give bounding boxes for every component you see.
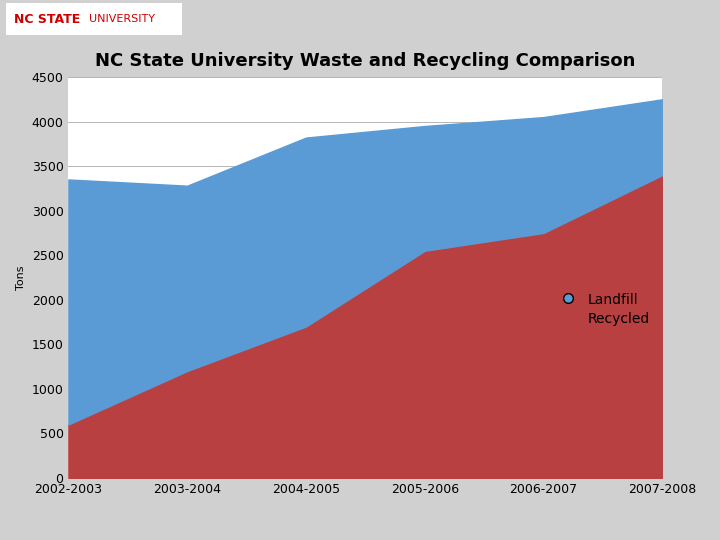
Legend: Landfill, Recycled: Landfill, Recycled: [554, 287, 655, 332]
Text: NC STATE: NC STATE: [14, 13, 81, 26]
Y-axis label: Tons: Tons: [16, 265, 26, 289]
Title: NC State University Waste and Recycling Comparison: NC State University Waste and Recycling …: [95, 52, 636, 70]
Bar: [6, 3, 182, 36]
Text: UNIVERSITY: UNIVERSITY: [89, 15, 155, 24]
